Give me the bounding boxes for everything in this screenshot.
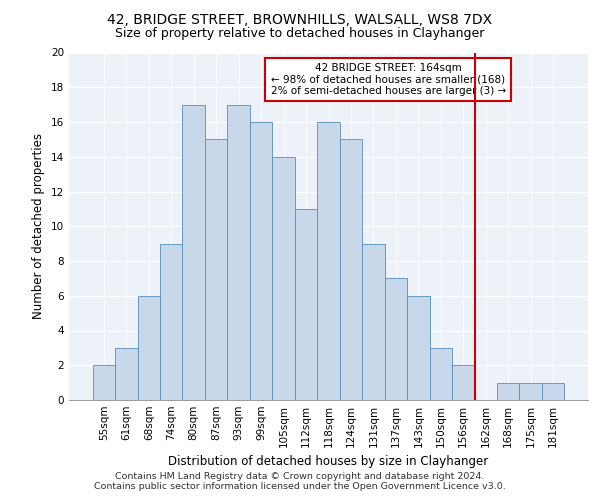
Bar <box>137 296 160 400</box>
Y-axis label: Number of detached properties: Number of detached properties <box>32 133 46 320</box>
Bar <box>385 278 407 400</box>
X-axis label: Distribution of detached houses by size in Clayhanger: Distribution of detached houses by size … <box>169 456 488 468</box>
Text: Size of property relative to detached houses in Clayhanger: Size of property relative to detached ho… <box>115 28 485 40</box>
Bar <box>520 382 542 400</box>
Bar <box>227 104 250 400</box>
Bar <box>340 140 362 400</box>
Bar <box>272 157 295 400</box>
Bar <box>182 104 205 400</box>
Bar <box>542 382 565 400</box>
Bar <box>497 382 520 400</box>
Bar <box>205 140 227 400</box>
Text: 42, BRIDGE STREET, BROWNHILLS, WALSALL, WS8 7DX: 42, BRIDGE STREET, BROWNHILLS, WALSALL, … <box>107 12 493 26</box>
Bar <box>362 244 385 400</box>
Bar <box>250 122 272 400</box>
Bar <box>317 122 340 400</box>
Bar <box>115 348 137 400</box>
Text: Contains public sector information licensed under the Open Government Licence v3: Contains public sector information licen… <box>94 482 506 491</box>
Bar <box>407 296 430 400</box>
Text: 42 BRIDGE STREET: 164sqm
← 98% of detached houses are smaller (168)
2% of semi-d: 42 BRIDGE STREET: 164sqm ← 98% of detach… <box>271 63 506 96</box>
Bar <box>295 209 317 400</box>
Text: Contains HM Land Registry data © Crown copyright and database right 2024.: Contains HM Land Registry data © Crown c… <box>115 472 485 481</box>
Bar <box>430 348 452 400</box>
Bar <box>452 365 475 400</box>
Bar <box>92 365 115 400</box>
Bar <box>160 244 182 400</box>
